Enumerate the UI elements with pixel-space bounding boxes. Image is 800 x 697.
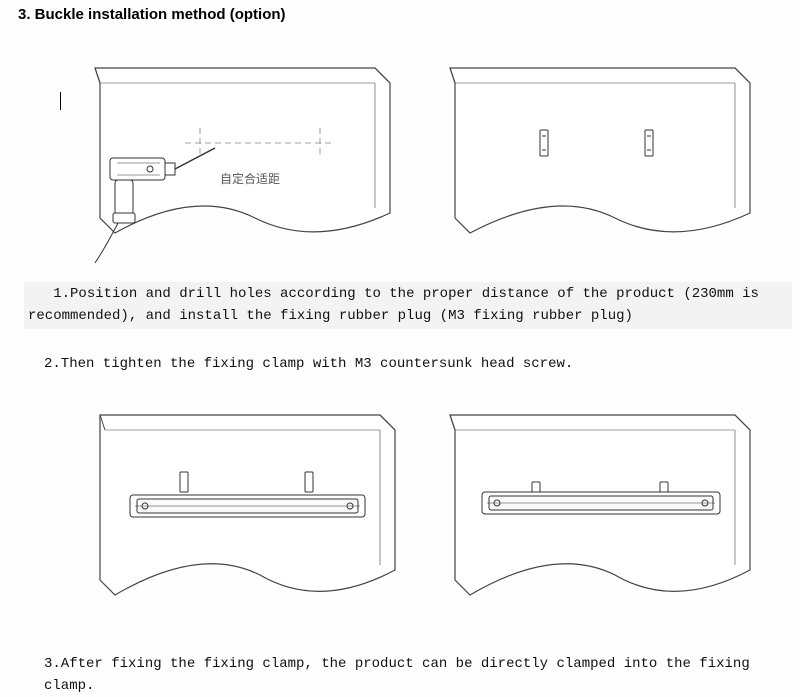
light-fixture-icon (130, 495, 365, 517)
wall-panel (95, 68, 390, 233)
step-1-text: 1.Position and drill holes according to … (24, 282, 792, 329)
section-title: 3. Buckle installation method (option) (18, 6, 286, 23)
diagram-step3-left (65, 400, 405, 620)
diagram-step1-left: 自定合适距 (55, 48, 395, 268)
step-3-text: 3.After fixing the fixing clamp, the pro… (44, 654, 800, 697)
diagram-step3-right (420, 400, 760, 620)
diagram-step1-right (420, 48, 760, 268)
step-2-text: 2.Then tighten the fixing clamp with M3 … (44, 354, 573, 376)
distance-label-cn: 自定合适距 (220, 170, 280, 187)
wall-panel (450, 68, 750, 233)
